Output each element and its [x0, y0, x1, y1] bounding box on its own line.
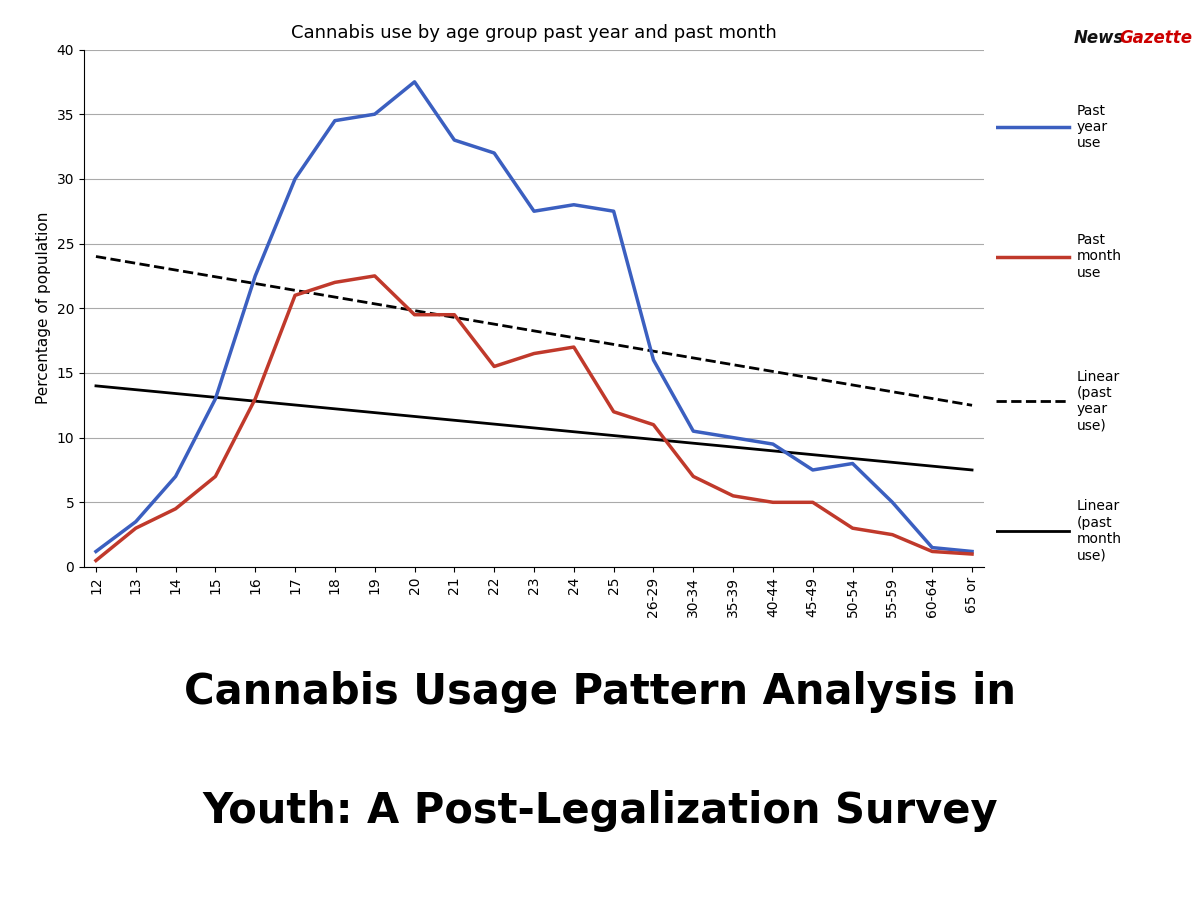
- Text: Cannabis Usage Pattern Analysis in: Cannabis Usage Pattern Analysis in: [184, 671, 1016, 713]
- Text: Linear
(past
month
use): Linear (past month use): [1076, 500, 1122, 562]
- Text: Past
year
use: Past year use: [1076, 104, 1108, 150]
- Title: Cannabis use by age group past year and past month: Cannabis use by age group past year and …: [292, 24, 776, 42]
- Text: News: News: [1074, 29, 1124, 47]
- Y-axis label: Percentage of population: Percentage of population: [36, 212, 52, 404]
- Text: Past
month
use: Past month use: [1076, 233, 1122, 280]
- Text: Linear
(past
year
use): Linear (past year use): [1076, 370, 1120, 433]
- Text: Gazette: Gazette: [1120, 29, 1193, 47]
- Text: Youth: A Post-Legalization Survey: Youth: A Post-Legalization Survey: [202, 790, 998, 832]
